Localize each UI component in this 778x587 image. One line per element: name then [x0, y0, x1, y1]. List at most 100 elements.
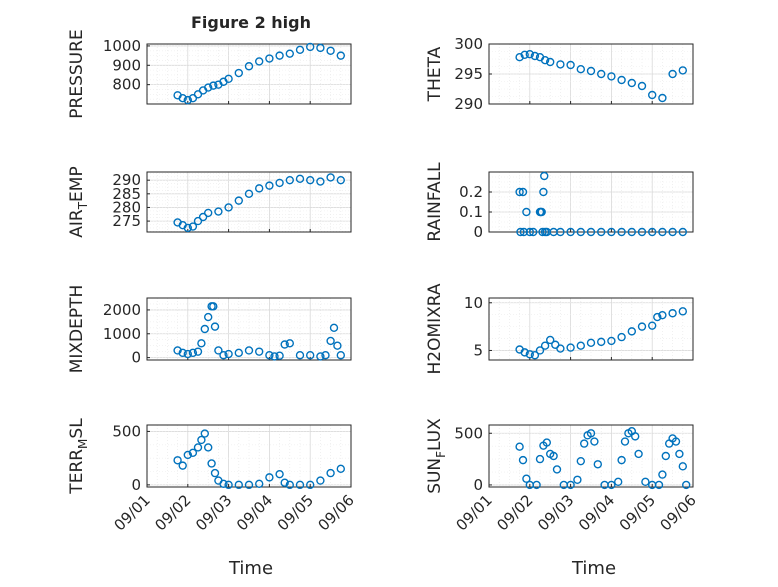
data-point: [234, 68, 244, 78]
x-tick-label: 09/05: [274, 491, 317, 534]
data-point: [580, 439, 589, 448]
data-point: [518, 455, 528, 465]
data-point: [336, 51, 345, 60]
data-point: [306, 42, 315, 52]
data-point: [326, 336, 335, 346]
data-point: [671, 437, 681, 446]
y-tick-label: 0: [131, 476, 141, 494]
data-point: [280, 478, 289, 487]
data-point: [193, 347, 203, 356]
data-point: [316, 177, 325, 186]
data-point: [203, 443, 213, 452]
data-point: [295, 351, 305, 360]
x-tick-label: 09/01: [453, 491, 496, 534]
data-point: [295, 174, 305, 184]
data-point: [530, 51, 540, 61]
data-point: [576, 456, 585, 466]
data-point: [210, 322, 220, 331]
data-point: [566, 480, 575, 490]
data-point: [576, 227, 585, 237]
data-point: [285, 339, 294, 348]
data-point: [653, 312, 662, 322]
figure-title: Figure 2 high: [191, 13, 311, 32]
data-point: [516, 227, 525, 237]
data-point: [295, 45, 305, 55]
data-point: [607, 480, 616, 490]
y-axis-label: AIRTEMP: [67, 166, 90, 237]
data-point: [306, 351, 315, 360]
data-point: [265, 54, 274, 63]
axes-frame: [488, 171, 694, 233]
x-tick-label: 09/06: [657, 491, 700, 534]
data-point: [658, 93, 667, 103]
data-point: [637, 81, 647, 91]
data-point: [306, 175, 315, 185]
data-point: [586, 66, 596, 76]
data-point: [668, 309, 677, 318]
data-point: [566, 60, 575, 70]
data-point: [614, 477, 623, 487]
y-tick-label: 0: [473, 476, 483, 494]
data-point: [576, 64, 585, 74]
data-point: [678, 307, 687, 316]
x-tick-label: 09/02: [493, 491, 536, 534]
data-point: [285, 49, 294, 58]
y-tick-label: 5: [473, 341, 483, 359]
data-point: [285, 480, 294, 490]
x-tick-label: 09/04: [233, 491, 276, 534]
data-point: [200, 429, 210, 438]
x-tick-label: 09/02: [151, 491, 194, 534]
y-tick-label: 500: [454, 424, 483, 442]
data-point: [234, 480, 244, 490]
x-axis-label-left: Time: [228, 558, 273, 579]
data-point: [316, 352, 325, 361]
data-point: [627, 78, 636, 88]
panel-1: 290 295 300 THETA: [425, 35, 694, 113]
data-point: [542, 438, 551, 447]
data-point: [285, 175, 294, 185]
y-tick-label: 1000: [103, 37, 141, 55]
data-point: [593, 460, 602, 469]
data-point: [537, 207, 546, 217]
data-point: [210, 468, 220, 478]
y-tick-label: 275: [112, 212, 141, 230]
data-point: [265, 181, 274, 190]
data-point: [255, 57, 264, 66]
data-point: [525, 350, 534, 359]
data-point: [529, 227, 538, 237]
data-point: [275, 351, 284, 360]
x-tick-label: 09/04: [575, 491, 618, 534]
data-point: [173, 346, 182, 355]
data-point: [203, 208, 213, 218]
data-point: [214, 207, 223, 216]
data-point: [590, 437, 599, 446]
data-point: [627, 227, 636, 237]
data-point: [203, 83, 213, 92]
data-point: [532, 480, 541, 490]
data-point: [209, 81, 218, 90]
data-point: [597, 227, 606, 237]
data-point: [535, 454, 545, 464]
data-point: [556, 344, 565, 353]
data-point: [658, 470, 667, 479]
data-point: [197, 435, 206, 445]
y-tick-label: 2000: [103, 301, 141, 319]
data-point: [648, 90, 657, 100]
data-point: [219, 351, 228, 360]
data-point: [183, 223, 193, 233]
data-point: [207, 459, 216, 468]
data-point: [316, 476, 325, 485]
data-point: [631, 432, 640, 441]
data-point: [617, 75, 626, 85]
data-point: [546, 57, 555, 67]
y-tick-label: 0.2: [459, 183, 483, 201]
axes-frame: [146, 424, 352, 488]
data-point: [275, 469, 284, 479]
axes-frame: [488, 297, 694, 361]
data-point: [576, 341, 585, 350]
data-point: [556, 227, 565, 237]
